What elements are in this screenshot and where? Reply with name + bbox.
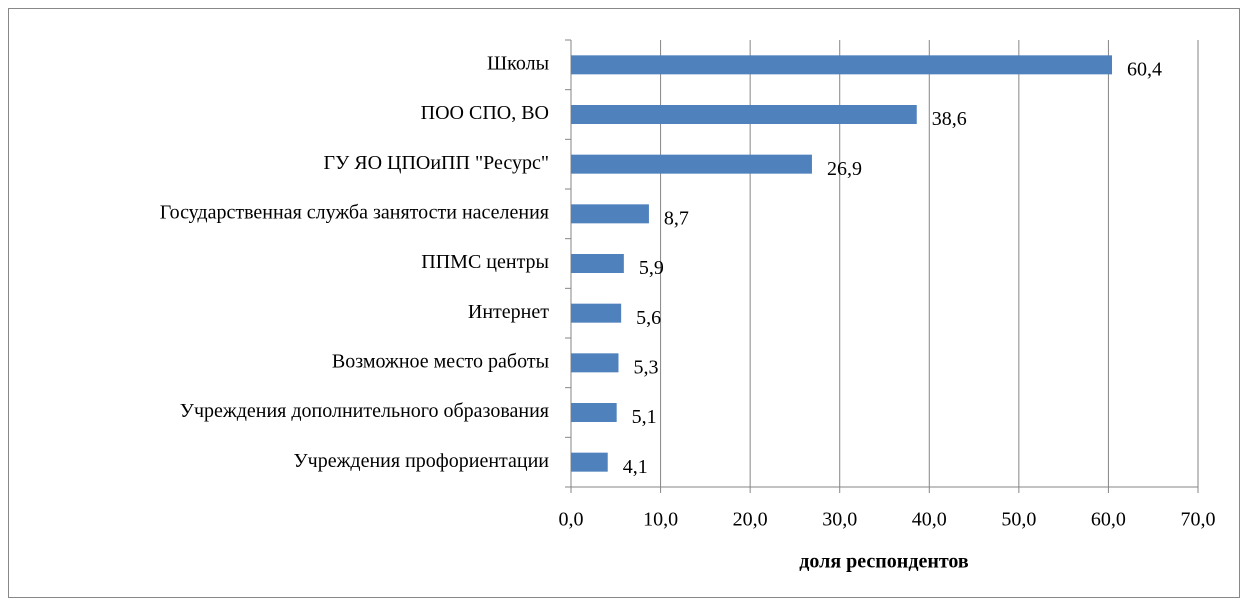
x-axis-label: доля респондентов xyxy=(799,551,969,573)
bar xyxy=(571,303,622,323)
x-tick-label: 20,0 xyxy=(733,509,768,531)
x-tick-label: 70,0 xyxy=(1181,509,1216,531)
y-tick-label: ПОО СПО, ВО xyxy=(421,102,549,124)
y-tick-label: Интернет xyxy=(468,301,549,323)
value-label: 5,6 xyxy=(636,307,661,329)
x-tick-label: 0,0 xyxy=(559,509,584,531)
bar xyxy=(571,452,608,472)
chart-border xyxy=(8,8,1240,598)
value-label: 5,9 xyxy=(639,257,664,279)
y-tick-label: Возможное место работы xyxy=(332,350,549,372)
value-label: 4,1 xyxy=(623,456,648,478)
value-label: 8,7 xyxy=(664,207,689,229)
value-label: 38,6 xyxy=(932,108,967,130)
value-label: 60,4 xyxy=(1127,58,1162,80)
x-tick-label: 10,0 xyxy=(643,509,678,531)
y-tick-label: Учреждения профориентации xyxy=(294,450,550,472)
x-tick-label: 40,0 xyxy=(912,509,947,531)
value-label: 5,3 xyxy=(633,356,658,378)
bar xyxy=(571,154,812,174)
x-tick-label: 60,0 xyxy=(1091,509,1126,531)
x-tick-label: 30,0 xyxy=(822,509,857,531)
y-tick-label: Учреждения дополнительного образования xyxy=(180,400,549,422)
bar xyxy=(571,353,619,373)
y-tick-label: ППМС центры xyxy=(421,251,549,273)
x-tick-label: 50,0 xyxy=(1001,509,1036,531)
y-tick-label: ГУ ЯО ЦПОиПП "Ресурс" xyxy=(324,152,549,174)
bar xyxy=(571,105,917,124)
bar xyxy=(571,254,624,273)
value-label: 5,1 xyxy=(632,406,657,428)
bar xyxy=(571,403,617,422)
y-tick-label: Школы xyxy=(487,52,549,74)
bar xyxy=(571,204,649,224)
value-label: 26,9 xyxy=(827,158,862,180)
bar xyxy=(571,55,1113,75)
y-tick-label: Государственная служба занятости населен… xyxy=(160,201,549,223)
